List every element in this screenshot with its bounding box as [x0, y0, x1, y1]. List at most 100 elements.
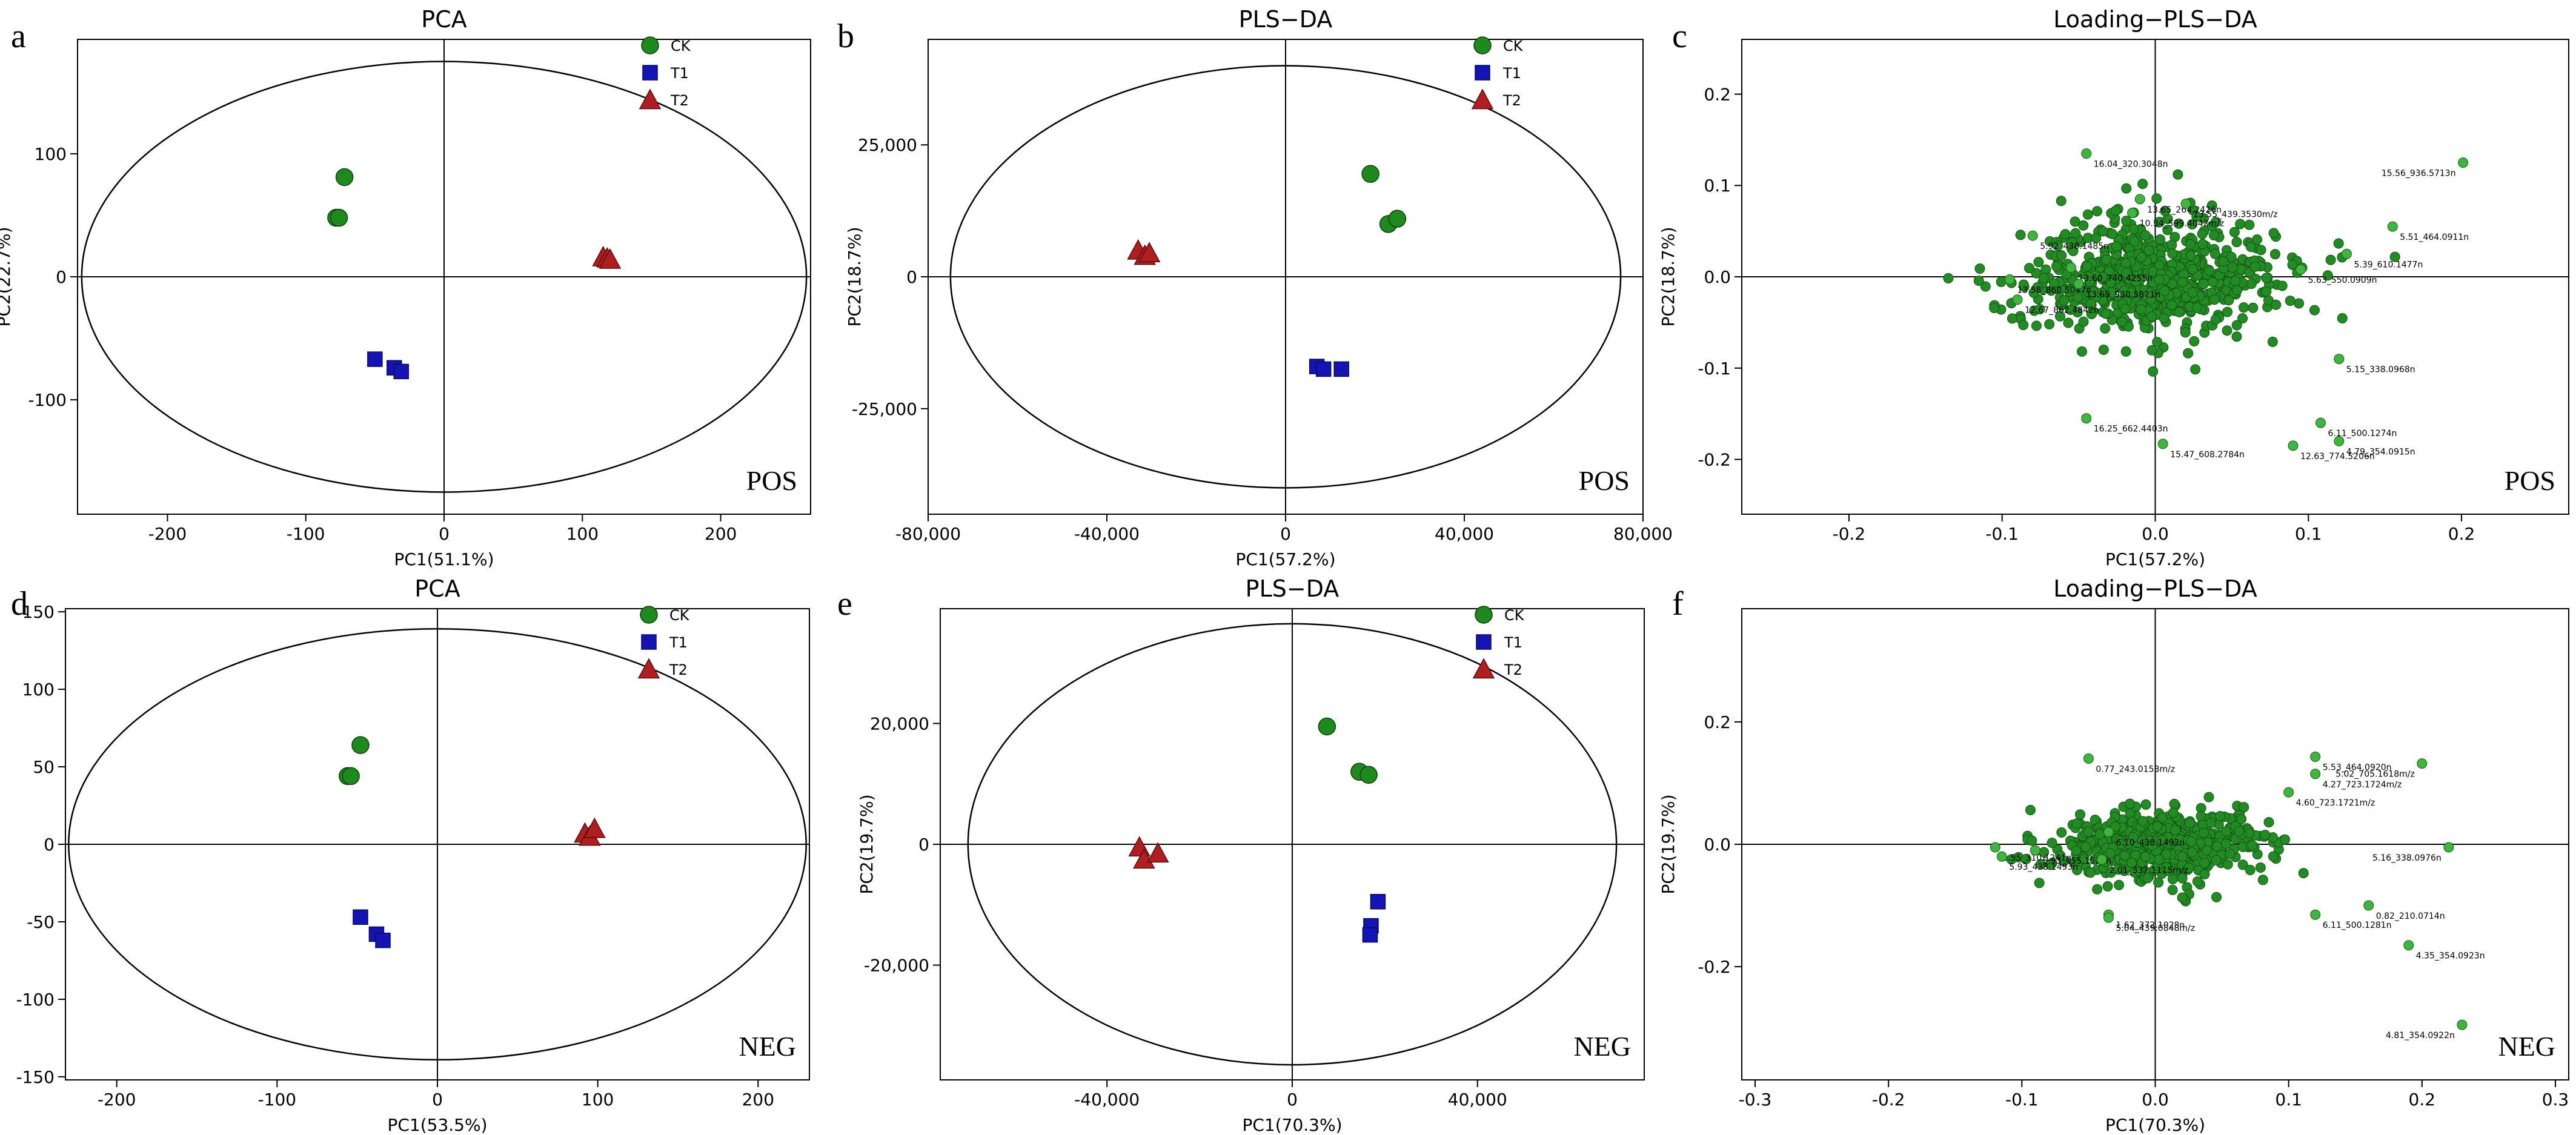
loading-annotation: 6.10_438.1492n: [2116, 838, 2185, 848]
loading-point: [2140, 851, 2151, 862]
y-tick-label: -100: [16, 990, 55, 1010]
loading-point: [2146, 345, 2157, 356]
annotated-loading-point: [1990, 842, 2000, 853]
loading-point: [2157, 835, 2168, 845]
loading-point: [2120, 346, 2131, 357]
loading-point: [2252, 234, 2263, 245]
loading-point: [2100, 323, 2111, 334]
annotated-loading-point: [2065, 262, 2076, 273]
loading-point: [2257, 875, 2268, 885]
loading-point: [2208, 230, 2219, 240]
x-tick-label: -0.2: [1833, 524, 1866, 544]
annotated-loading-point: [2334, 354, 2345, 365]
annotated-loading-point: [2458, 157, 2469, 168]
ion-mode-label: NEG: [1573, 1031, 1631, 1062]
loading-point: [1943, 273, 1954, 283]
x-tick-label: -0.3: [1739, 1090, 1772, 1110]
loading-annotation: 15.47_608.2784n: [2170, 450, 2245, 460]
x-tick-label: 40,000: [1435, 524, 1494, 544]
legend-label: T2: [670, 92, 689, 109]
loading-point: [2309, 305, 2320, 316]
ion-mode-label: POS: [2505, 465, 2555, 496]
loading-point: [2152, 821, 2163, 832]
loading-point: [2166, 300, 2177, 311]
annotated-loading-point: [2288, 440, 2299, 451]
loading-point: [2271, 299, 2282, 310]
loading-annotation: 5.51_464.0911n: [2400, 233, 2469, 242]
annotated-loading-point: [2134, 194, 2145, 205]
loading-point: [2215, 810, 2226, 821]
legend-marker-t1: [1475, 65, 1490, 81]
loading-point: [2189, 336, 2200, 347]
loading-point: [2222, 325, 2232, 336]
loading-point: [2083, 826, 2094, 837]
loading-point: [2091, 233, 2102, 243]
loading-point: [2196, 811, 2206, 822]
loading-point: [2190, 364, 2201, 375]
loading-point: [2210, 217, 2221, 228]
point-t1: [393, 363, 409, 380]
loading-point: [2120, 303, 2131, 314]
loading-point: [2110, 205, 2121, 216]
annotated-loading-point: [2103, 827, 2114, 838]
loading-point: [2287, 259, 2298, 270]
ion-mode-label: NEG: [2498, 1031, 2555, 1062]
loading-point: [2080, 841, 2091, 852]
annotated-loading-point: [2443, 842, 2454, 853]
panel-letter: c: [1672, 18, 1687, 55]
loading-point: [2119, 850, 2130, 861]
loading-annotation: 13.60_740.4255n: [2078, 274, 2153, 283]
loading-point: [2209, 294, 2220, 305]
loading-point: [2267, 336, 2278, 347]
loading-point: [2261, 286, 2272, 297]
loading-point: [2034, 878, 2045, 888]
loading-point: [2155, 234, 2166, 245]
annotated-loading-point: [2403, 940, 2414, 951]
loading-point: [2187, 263, 2198, 274]
panel-letter: f: [1672, 585, 1684, 623]
annotated-loading-point: [2283, 787, 2294, 798]
loading-annotation: 4.60_723.1721m/z: [2296, 798, 2375, 808]
annotated-loading-point: [2004, 274, 2015, 285]
legend-marker-t2: [1471, 88, 1494, 110]
y-axis-label: PC2(23.2%): [0, 794, 2, 894]
loading-annotation: 12.67_862.4842n: [2025, 306, 2099, 316]
loading-annotation: 1.62_372.1028n: [2116, 921, 2185, 930]
point-t1: [353, 909, 368, 925]
loading-annotation: 5.16_338.0976n: [2372, 853, 2442, 863]
panel-d-ellipse: [68, 628, 807, 1061]
loading-point: [2106, 228, 2117, 239]
x-tick-label: 0.1: [2295, 524, 2322, 544]
x-axis-label: PC1(57.2%): [1235, 549, 1335, 569]
loading-point: [2092, 884, 2103, 895]
loading-point: [2231, 320, 2242, 331]
loading-point: [1974, 263, 1985, 274]
x-tick-label: 0.2: [2448, 524, 2475, 544]
point-ck: [1388, 210, 1407, 228]
ion-mode-label: POS: [1579, 465, 1630, 496]
loading-point: [2071, 864, 2082, 875]
loading-point: [2337, 313, 2348, 323]
loading-point: [2056, 827, 2067, 838]
legend-label: CK: [669, 607, 690, 624]
loading-point: [2173, 169, 2183, 180]
loading-point: [2015, 230, 2026, 240]
loading-point: [2186, 836, 2197, 847]
loading-point: [2231, 331, 2242, 342]
loading-point: [2161, 849, 2172, 859]
loading-point: [2174, 306, 2185, 317]
loading-point: [2102, 881, 2113, 892]
loading-point: [2333, 238, 2344, 249]
loading-point: [2128, 223, 2139, 234]
y-tick-label: 25,000: [858, 135, 917, 155]
loading-point: [2218, 256, 2229, 266]
loading-point: [2066, 237, 2077, 248]
loading-point: [2027, 835, 2037, 846]
x-tick-label: 0: [432, 1090, 443, 1110]
legend-marker-t1: [642, 65, 658, 81]
annotated-loading-point: [2103, 912, 2114, 923]
loading-point: [2097, 226, 2108, 237]
loading-annotation: 4.81_354.0922n: [2386, 1031, 2455, 1041]
x-tick-label: 100: [582, 1090, 614, 1110]
loading-point: [2079, 853, 2090, 864]
